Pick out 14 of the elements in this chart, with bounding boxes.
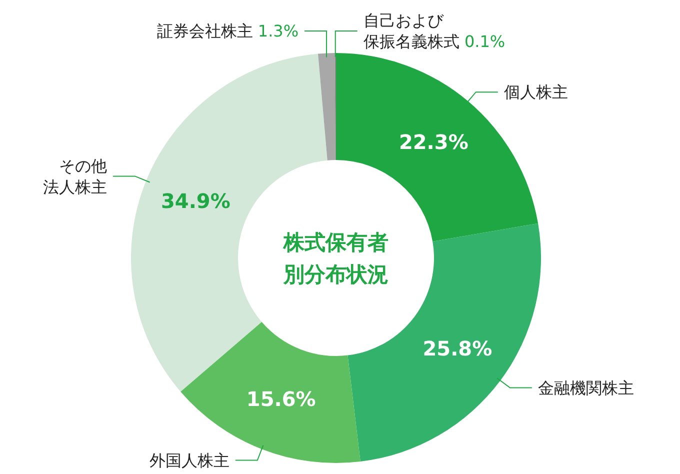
- donut-slice: [318, 53, 336, 160]
- text: 株式保有者別分布状況: [282, 230, 388, 286]
- data-label: 0.1%: [459, 32, 506, 52]
- data-label: 15.6%: [246, 387, 316, 412]
- slice-label: 外国人株主: [149, 450, 230, 470]
- slice-label: 証券会社株主: [156, 22, 253, 41]
- slice-label: その他法人株主: [43, 156, 107, 196]
- data-label: 1.3%: [252, 22, 299, 41]
- slice-label: 金融機関株主: [538, 378, 634, 398]
- slice-label: 個人株主: [504, 82, 568, 102]
- data-label: 34.9%: [160, 188, 230, 213]
- data-label: 25.8%: [422, 336, 492, 361]
- slice-label: 自己および保振名義株式: [363, 11, 460, 52]
- data-label: 22.3%: [398, 130, 468, 154]
